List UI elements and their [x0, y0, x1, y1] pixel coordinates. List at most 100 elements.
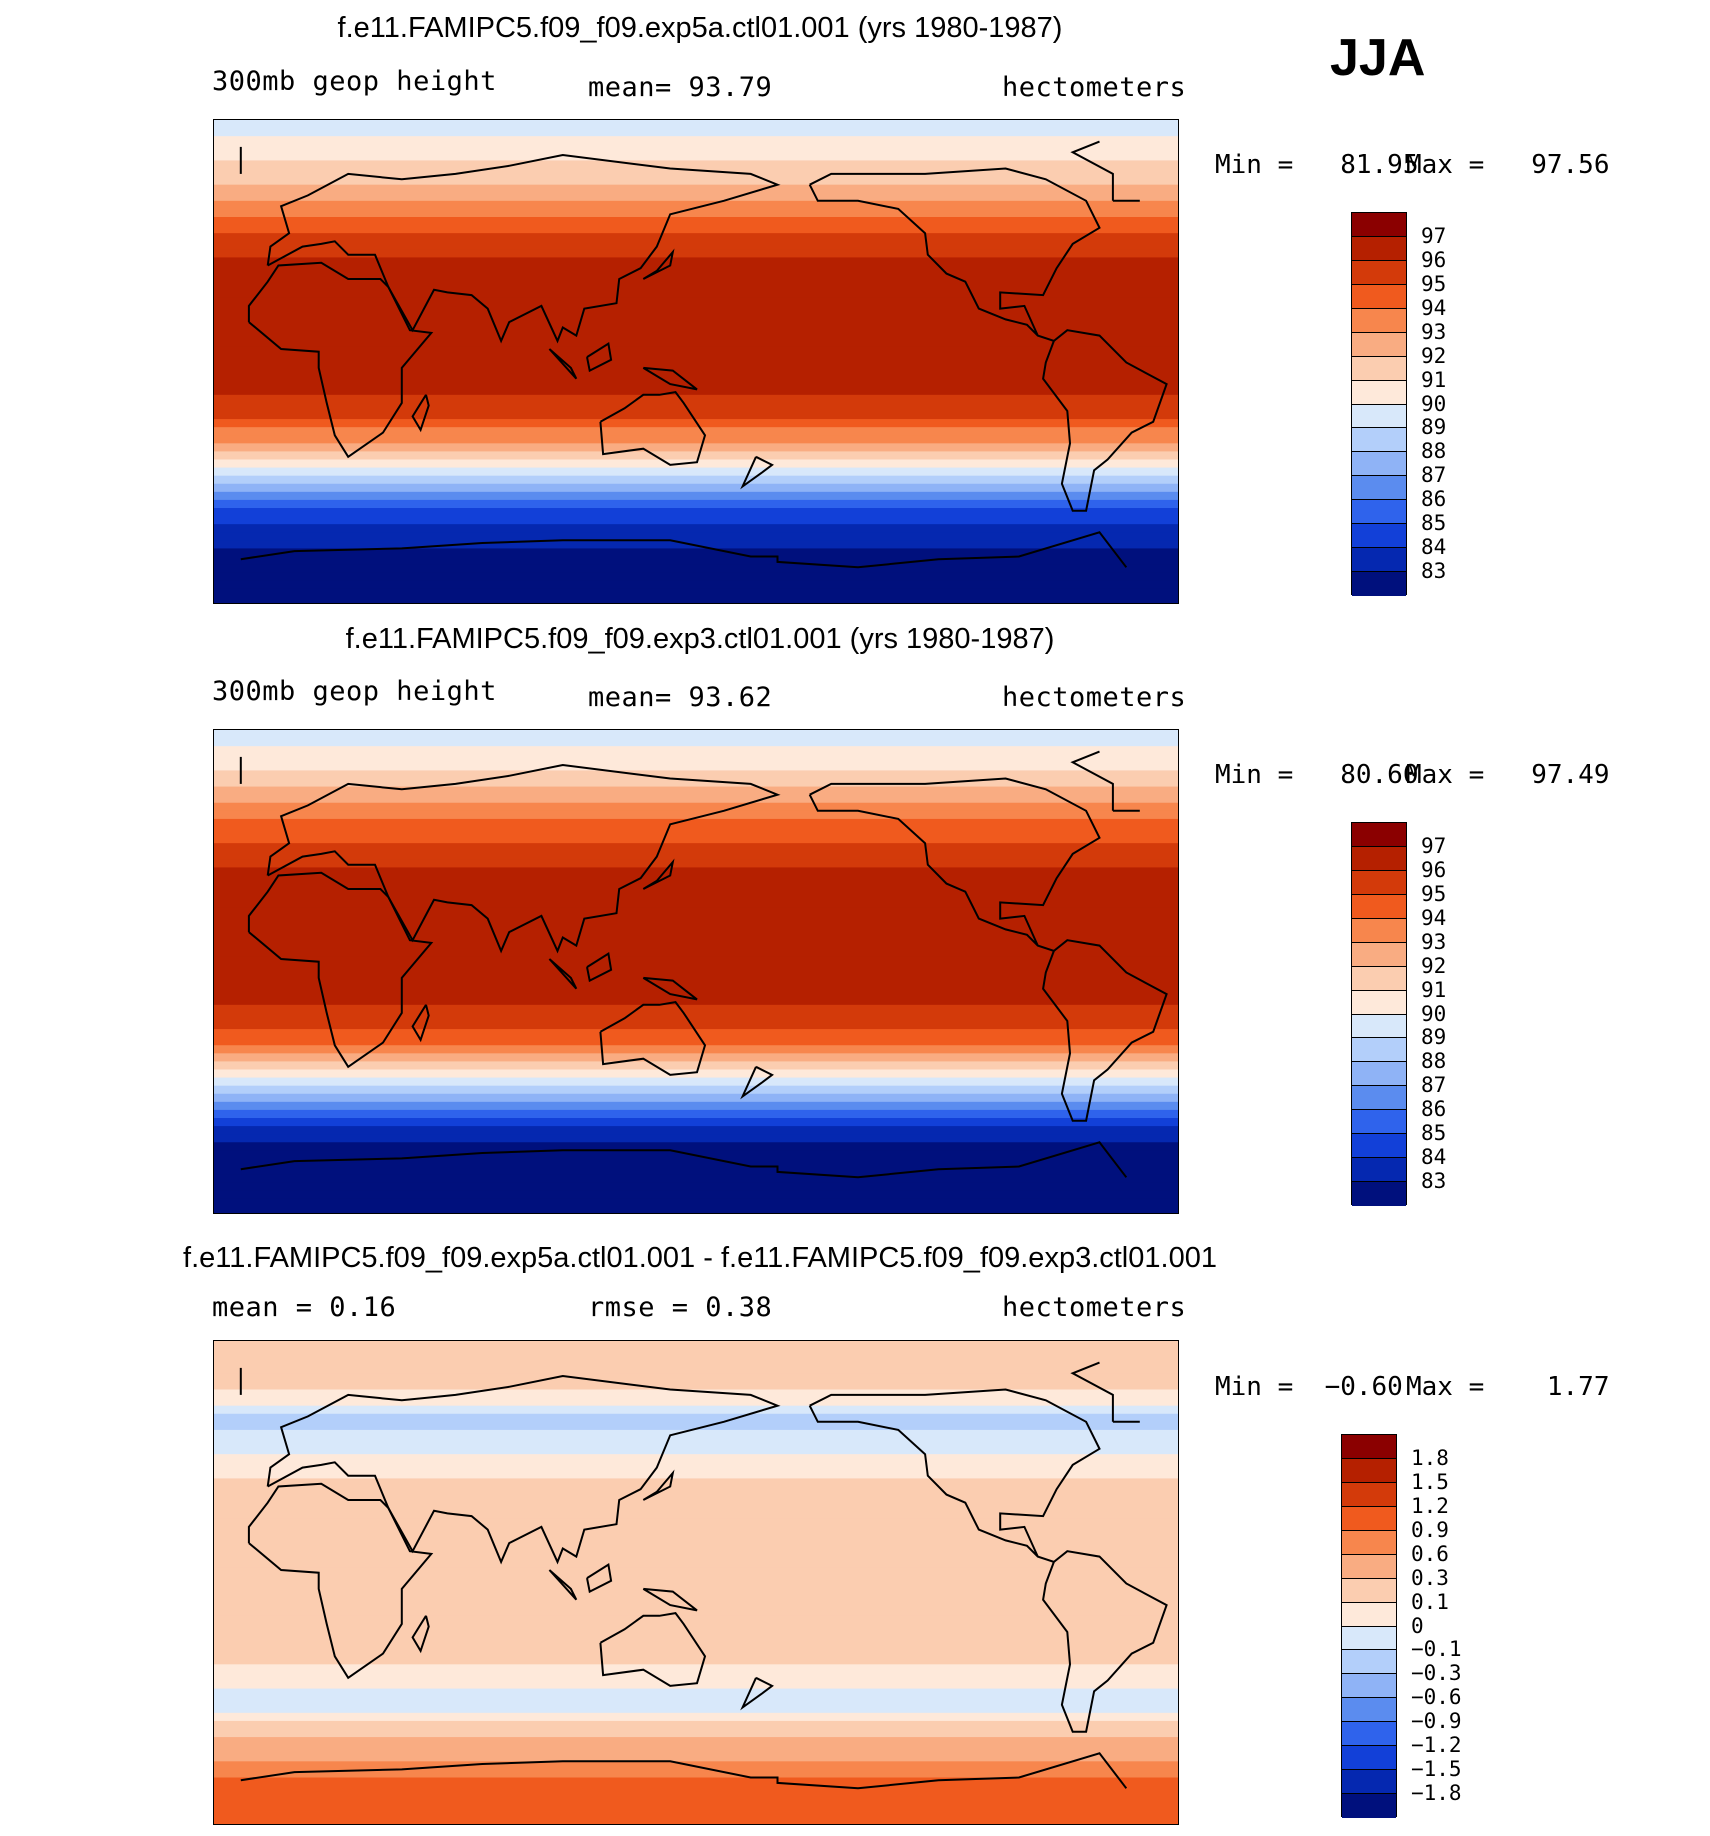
heatmap-band	[214, 346, 1178, 356]
heatmap-band	[214, 516, 1178, 525]
heatmap-band	[214, 754, 1178, 763]
panel1-map-svg	[214, 120, 1178, 603]
heatmap-band	[214, 1785, 1178, 1795]
heatmap-band	[214, 467, 1178, 477]
colorbar-tick-label: 93	[1421, 929, 1447, 954]
coastline	[599, 1001, 707, 1076]
panel3-units-label: hectometers	[1002, 1292, 1187, 1323]
coastline	[266, 1374, 781, 1565]
panel2-variable-label: 300mb geop height	[212, 676, 497, 707]
heatmap-band	[214, 1182, 1178, 1192]
heatmap-band	[214, 1365, 1178, 1374]
colorbar-tick-label: 97	[1421, 223, 1447, 248]
colorbar-cell	[1352, 308, 1406, 333]
heatmap-band	[214, 1559, 1178, 1568]
heatmap-band	[214, 1142, 1178, 1151]
heatmap-band	[214, 843, 1178, 852]
heatmap-band	[214, 883, 1178, 893]
colorbar-tick-label: 96	[1421, 247, 1447, 272]
coastline	[740, 1065, 774, 1100]
heatmap-band	[214, 1381, 1178, 1391]
heatmap-band	[214, 386, 1178, 396]
colorbar-cell	[1352, 990, 1406, 1015]
heatmap-band	[214, 499, 1178, 509]
colorbar-cell	[1352, 452, 1406, 477]
heatmap-band	[214, 184, 1178, 194]
heatmap-band	[214, 1793, 1178, 1803]
colorbar-cell	[1352, 524, 1406, 549]
heatmap-band	[214, 948, 1178, 957]
heatmap-band	[214, 564, 1178, 574]
heatmap-band	[214, 770, 1178, 780]
heatmap-band	[214, 257, 1178, 267]
panel3-max-label: Max = 1.77	[1406, 1372, 1610, 1402]
heatmap-band	[214, 1470, 1178, 1480]
heatmap-band	[214, 265, 1178, 275]
heatmap-band	[214, 1174, 1178, 1184]
colorbar-cell	[1352, 823, 1406, 847]
colorbar-cell	[1352, 1158, 1406, 1183]
heatmap-band	[214, 508, 1178, 517]
heatmap-band	[214, 1632, 1178, 1641]
heatmap-band	[214, 818, 1178, 828]
heatmap-band	[214, 596, 1178, 603]
heatmap-band	[214, 572, 1178, 582]
heatmap-band	[214, 1012, 1178, 1022]
heatmap-band	[214, 810, 1178, 820]
panel2-colorbar	[1351, 822, 1407, 1206]
colorbar-cell	[1342, 1674, 1396, 1699]
colorbar-cell	[1342, 1458, 1396, 1483]
heatmap-band	[214, 1190, 1178, 1200]
panel1-title: f.e11.FAMIPC5.f09_f09.exp5a.ctl01.001 (y…	[337, 12, 1063, 44]
colorbar-tick-label: 83	[1421, 1169, 1447, 1194]
colorbar-cell	[1342, 1435, 1396, 1459]
heatmap-band	[214, 1510, 1178, 1520]
coastline	[1070, 140, 1114, 201]
colorbar-tick-label: 94	[1421, 905, 1447, 930]
heatmap-band	[214, 491, 1178, 501]
heatmap-band	[214, 427, 1178, 436]
colorbar-tick-label: −0.3	[1411, 1661, 1462, 1686]
heatmap-band	[214, 1389, 1178, 1399]
heatmap-band	[214, 1341, 1178, 1350]
heatmap-band	[214, 556, 1178, 566]
heatmap-band	[214, 289, 1178, 299]
colorbar-tick-label: −0.1	[1411, 1637, 1462, 1662]
heatmap-band	[214, 1518, 1178, 1528]
heatmap-band	[214, 778, 1178, 788]
heatmap-band	[214, 128, 1178, 137]
heatmap-band	[214, 378, 1178, 388]
colorbar-tick-label: 85	[1421, 1121, 1447, 1146]
colorbar-tick-label: 90	[1421, 391, 1447, 416]
coastline	[740, 455, 774, 490]
heatmap-band	[214, 1753, 1178, 1762]
heatmap-band	[214, 1769, 1178, 1779]
heatmap-band	[214, 1198, 1178, 1208]
colorbar-tick-label: 0.1	[1411, 1589, 1449, 1614]
heatmap-band	[214, 1664, 1178, 1674]
heatmap-band	[214, 1405, 1178, 1415]
heatmap-band	[214, 1478, 1178, 1488]
colorbar-tick-label: 87	[1421, 463, 1447, 488]
colorbar-cell	[1342, 1482, 1396, 1507]
colorbar-tick-label: 93	[1421, 319, 1447, 344]
heatmap-band	[214, 354, 1178, 364]
heatmap-band	[214, 1567, 1178, 1577]
coastline	[411, 1615, 430, 1654]
colorbar-tick-label: 88	[1421, 1049, 1447, 1074]
heatmap-band	[214, 1077, 1178, 1087]
heatmap-band	[214, 1551, 1178, 1560]
heatmap-band	[214, 241, 1178, 250]
panel1-mean-label: mean= 93.79	[588, 72, 773, 103]
heatmap-band	[214, 1543, 1178, 1552]
colorbar-tick-label: −1.2	[1411, 1733, 1462, 1758]
coastline	[599, 1612, 707, 1687]
colorbar-tick-label: 1.5	[1411, 1469, 1449, 1494]
heatmap-band	[214, 233, 1178, 242]
panel1-max-label: Max = 97.56	[1406, 150, 1610, 180]
heatmap-band	[214, 1118, 1178, 1127]
heatmap-band	[214, 738, 1178, 747]
colorbar-cell	[1352, 966, 1406, 991]
heatmap-band	[214, 1438, 1178, 1447]
heatmap-band	[214, 1656, 1178, 1665]
